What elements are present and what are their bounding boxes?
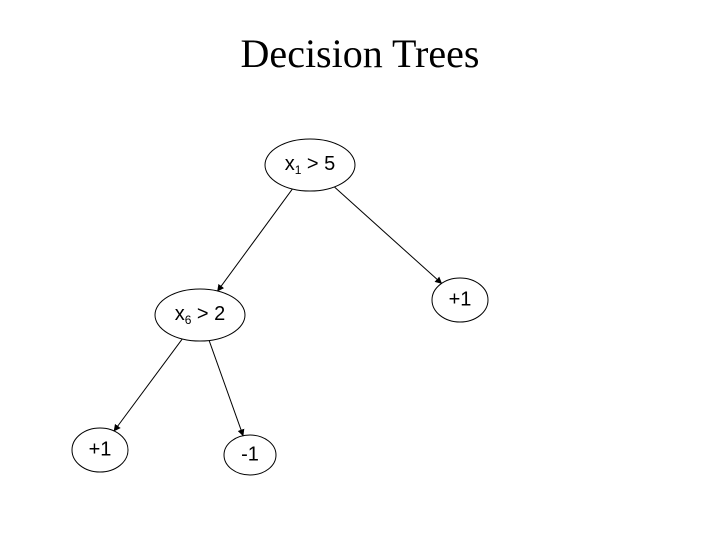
tree-diagram: x1 > 5 x6 > 2 +1 +1 -1 xyxy=(0,0,720,540)
tree-node-label: x1 > 5 xyxy=(285,153,336,177)
tree-edge xyxy=(209,340,243,435)
tree-node-label: +1 xyxy=(89,438,112,460)
tree-node-label: -1 xyxy=(241,443,259,465)
tree-edge xyxy=(114,339,182,431)
tree-edge xyxy=(334,187,441,284)
tree-edge xyxy=(218,189,293,291)
tree-node-label: +1 xyxy=(449,288,472,310)
tree-node-label: x6 > 2 xyxy=(175,303,226,327)
